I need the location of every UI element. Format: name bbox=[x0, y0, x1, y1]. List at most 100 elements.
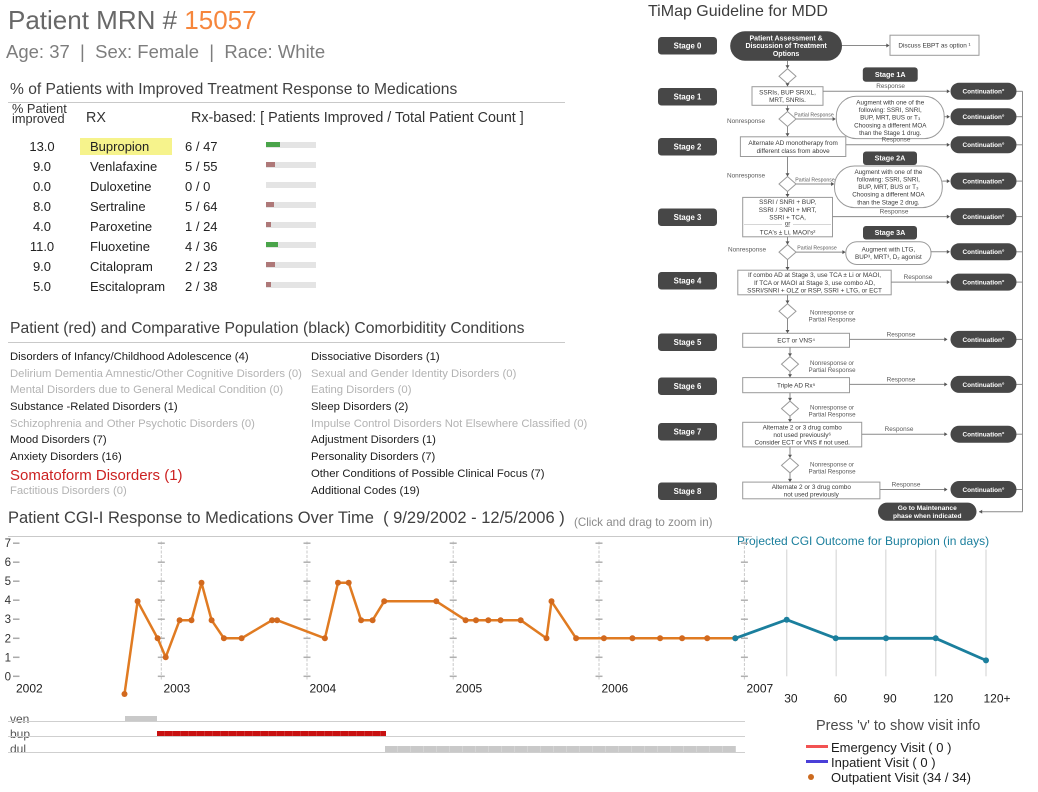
svg-text:Response: Response bbox=[880, 208, 909, 215]
svg-text:Continuation°: Continuation° bbox=[963, 213, 1005, 221]
svg-text:Stage 4: Stage 4 bbox=[674, 277, 702, 286]
svg-text:not used previously: not used previously bbox=[784, 492, 840, 499]
svg-text:4: 4 bbox=[5, 595, 12, 607]
svg-text:5: 5 bbox=[5, 576, 11, 588]
svg-text:BUP, MRT, BUS or T₃: BUP, MRT, BUS or T₃ bbox=[860, 115, 921, 122]
svg-text:following: SSRI, SNRI,: following: SSRI, SNRI, bbox=[857, 177, 920, 184]
svg-text:Partial Response: Partial Response bbox=[808, 412, 856, 419]
svg-text:Augment with one of the: Augment with one of the bbox=[856, 100, 924, 107]
svg-text:Patient Assessment &: Patient Assessment & bbox=[749, 35, 822, 42]
svg-text:60: 60 bbox=[834, 692, 848, 706]
svg-text:ECT or VNS⁴: ECT or VNS⁴ bbox=[777, 338, 815, 345]
svg-text:SSRI / SNRI + MRT,: SSRI / SNRI + MRT, bbox=[759, 207, 817, 214]
svg-text:Stage 2A: Stage 2A bbox=[875, 154, 906, 163]
svg-text:120+: 120+ bbox=[984, 692, 1011, 706]
svg-text:Partial Response: Partial Response bbox=[794, 113, 834, 119]
svg-text:Stage 3: Stage 3 bbox=[674, 213, 702, 222]
svg-text:Stage 6: Stage 6 bbox=[674, 382, 702, 391]
svg-text:2002: 2002 bbox=[16, 682, 43, 696]
svg-text:30: 30 bbox=[784, 692, 798, 706]
svg-text:Nonresponse: Nonresponse bbox=[727, 173, 765, 180]
svg-text:Stage 1A: Stage 1A bbox=[875, 70, 906, 79]
svg-text:0: 0 bbox=[5, 671, 11, 683]
svg-text:Alternate 2 or 3 drug combo: Alternate 2 or 3 drug combo bbox=[772, 484, 852, 491]
svg-text:Partial Response: Partial Response bbox=[795, 178, 835, 184]
svg-text:Alternate 2 or 3 drug combo: Alternate 2 or 3 drug combo bbox=[763, 424, 843, 431]
svg-text:TCA's ± Li, MAOI's²: TCA's ± Li, MAOI's² bbox=[760, 230, 816, 237]
svg-text:Nonresponse or: Nonresponse or bbox=[810, 405, 854, 412]
svg-text:Augment with one of the: Augment with one of the bbox=[854, 169, 922, 176]
svg-text:Partial Response: Partial Response bbox=[808, 367, 856, 374]
svg-text:1: 1 bbox=[5, 652, 11, 664]
svg-text:Triple AD Rx⁵: Triple AD Rx⁵ bbox=[777, 382, 816, 389]
svg-text:than the Stage 2 drug.: than the Stage 2 drug. bbox=[857, 199, 920, 206]
svg-text:phase when indicated: phase when indicated bbox=[893, 513, 962, 520]
svg-text:2007: 2007 bbox=[747, 682, 774, 696]
svg-text:SSRI/SNRI + OLZ or RSP, SSRI +: SSRI/SNRI + OLZ or RSP, SSRI + LTG, or E… bbox=[747, 287, 882, 294]
svg-text:Continuation°: Continuation° bbox=[963, 336, 1005, 344]
svg-text:Stage 5: Stage 5 bbox=[674, 338, 702, 347]
svg-text:Nonresponse or: Nonresponse or bbox=[810, 461, 854, 468]
svg-text:Partial Response: Partial Response bbox=[808, 317, 856, 324]
svg-text:2: 2 bbox=[5, 633, 11, 645]
svg-text:Continuation°: Continuation° bbox=[963, 381, 1005, 389]
svg-text:Continuation°: Continuation° bbox=[963, 279, 1005, 287]
svg-text:2006: 2006 bbox=[602, 682, 629, 696]
svg-text:BUP³, MRT³, D₂ agonist: BUP³, MRT³, D₂ agonist bbox=[855, 254, 922, 261]
svg-text:Stage 0: Stage 0 bbox=[674, 42, 702, 51]
svg-text:BUP, MRT, BUS or T₃: BUP, MRT, BUS or T₃ bbox=[858, 184, 919, 191]
svg-text:Stage 2: Stage 2 bbox=[674, 143, 702, 152]
svg-text:Discussion of Treatment: Discussion of Treatment bbox=[745, 43, 827, 50]
svg-text:Continuation°: Continuation° bbox=[963, 248, 1005, 256]
svg-text:Partial Response: Partial Response bbox=[808, 468, 856, 475]
svg-text:Response: Response bbox=[887, 332, 916, 339]
svg-text:SSRI / SNRI + BUP,: SSRI / SNRI + BUP, bbox=[759, 199, 816, 206]
svg-text:not used previously⁶: not used previously⁶ bbox=[773, 432, 831, 439]
svg-text:120: 120 bbox=[933, 692, 953, 706]
svg-text:If TCA or MAOI at Stage 3, use: If TCA or MAOI at Stage 3, use combo AD, bbox=[754, 280, 875, 287]
svg-text:Continuation°: Continuation° bbox=[963, 178, 1005, 186]
svg-text:Response: Response bbox=[882, 137, 911, 144]
svg-text:6: 6 bbox=[5, 557, 11, 569]
svg-text:If combo AD at Stage 3, use TC: If combo AD at Stage 3, use TCA ± Li or … bbox=[748, 272, 881, 279]
svg-text:Options: Options bbox=[773, 51, 800, 58]
svg-text:3: 3 bbox=[5, 614, 11, 626]
svg-text:Stage 3A: Stage 3A bbox=[875, 228, 906, 237]
svg-text:Stage 1: Stage 1 bbox=[674, 93, 702, 102]
svg-text:than the Stage 1 drug.: than the Stage 1 drug. bbox=[859, 130, 922, 137]
svg-text:MRT, SNRIs.: MRT, SNRIs. bbox=[769, 97, 806, 104]
svg-text:SSRIs, BUP SR/XL,: SSRIs, BUP SR/XL, bbox=[759, 90, 816, 97]
svg-text:Nonresponse or: Nonresponse or bbox=[810, 360, 854, 367]
svg-text:Nonresponse: Nonresponse bbox=[727, 118, 765, 125]
svg-text:Continuation°: Continuation° bbox=[963, 486, 1005, 494]
svg-text:Consider ECT or VNS if not use: Consider ECT or VNS if not used. bbox=[754, 440, 850, 447]
svg-text:Choosing a different MOA: Choosing a different MOA bbox=[854, 122, 927, 129]
svg-text:Response: Response bbox=[892, 482, 921, 489]
svg-text:Alternate AD monotherapy from: Alternate AD monotherapy from bbox=[748, 140, 838, 147]
svg-text:2004: 2004 bbox=[310, 682, 337, 696]
svg-text:Stage 8: Stage 8 bbox=[674, 487, 702, 496]
svg-text:Choosing a different MOA: Choosing a different MOA bbox=[852, 192, 925, 199]
svg-text:following: SSRI, SNRI,: following: SSRI, SNRI, bbox=[859, 107, 922, 114]
svg-text:or: or bbox=[785, 220, 792, 227]
svg-text:Nonresponse: Nonresponse bbox=[728, 247, 766, 254]
svg-text:Discuss EBPT as option ¹: Discuss EBPT as option ¹ bbox=[898, 43, 970, 50]
svg-text:different class from above: different class from above bbox=[757, 148, 831, 155]
svg-text:Response: Response bbox=[885, 426, 914, 433]
svg-text:2005: 2005 bbox=[456, 682, 483, 696]
svg-text:Response: Response bbox=[876, 83, 905, 90]
svg-text:Go to Maintenance: Go to Maintenance bbox=[898, 505, 957, 512]
svg-text:2003: 2003 bbox=[164, 682, 191, 696]
svg-text:Stage 7: Stage 7 bbox=[674, 428, 702, 437]
svg-text:Continuation°: Continuation° bbox=[963, 141, 1005, 149]
svg-text:Continuation°: Continuation° bbox=[963, 431, 1005, 439]
svg-text:SSRI + TCA,: SSRI + TCA, bbox=[769, 214, 806, 221]
svg-text:Response: Response bbox=[887, 376, 916, 383]
svg-text:Nonresponse or: Nonresponse or bbox=[810, 310, 854, 317]
svg-text:Continuation°: Continuation° bbox=[963, 113, 1005, 121]
svg-text:7: 7 bbox=[5, 538, 11, 550]
svg-text:Response: Response bbox=[904, 274, 933, 281]
svg-text:Augment with LTG,: Augment with LTG, bbox=[862, 247, 916, 254]
svg-text:Partial Response: Partial Response bbox=[797, 246, 837, 252]
svg-text:90: 90 bbox=[883, 692, 897, 706]
